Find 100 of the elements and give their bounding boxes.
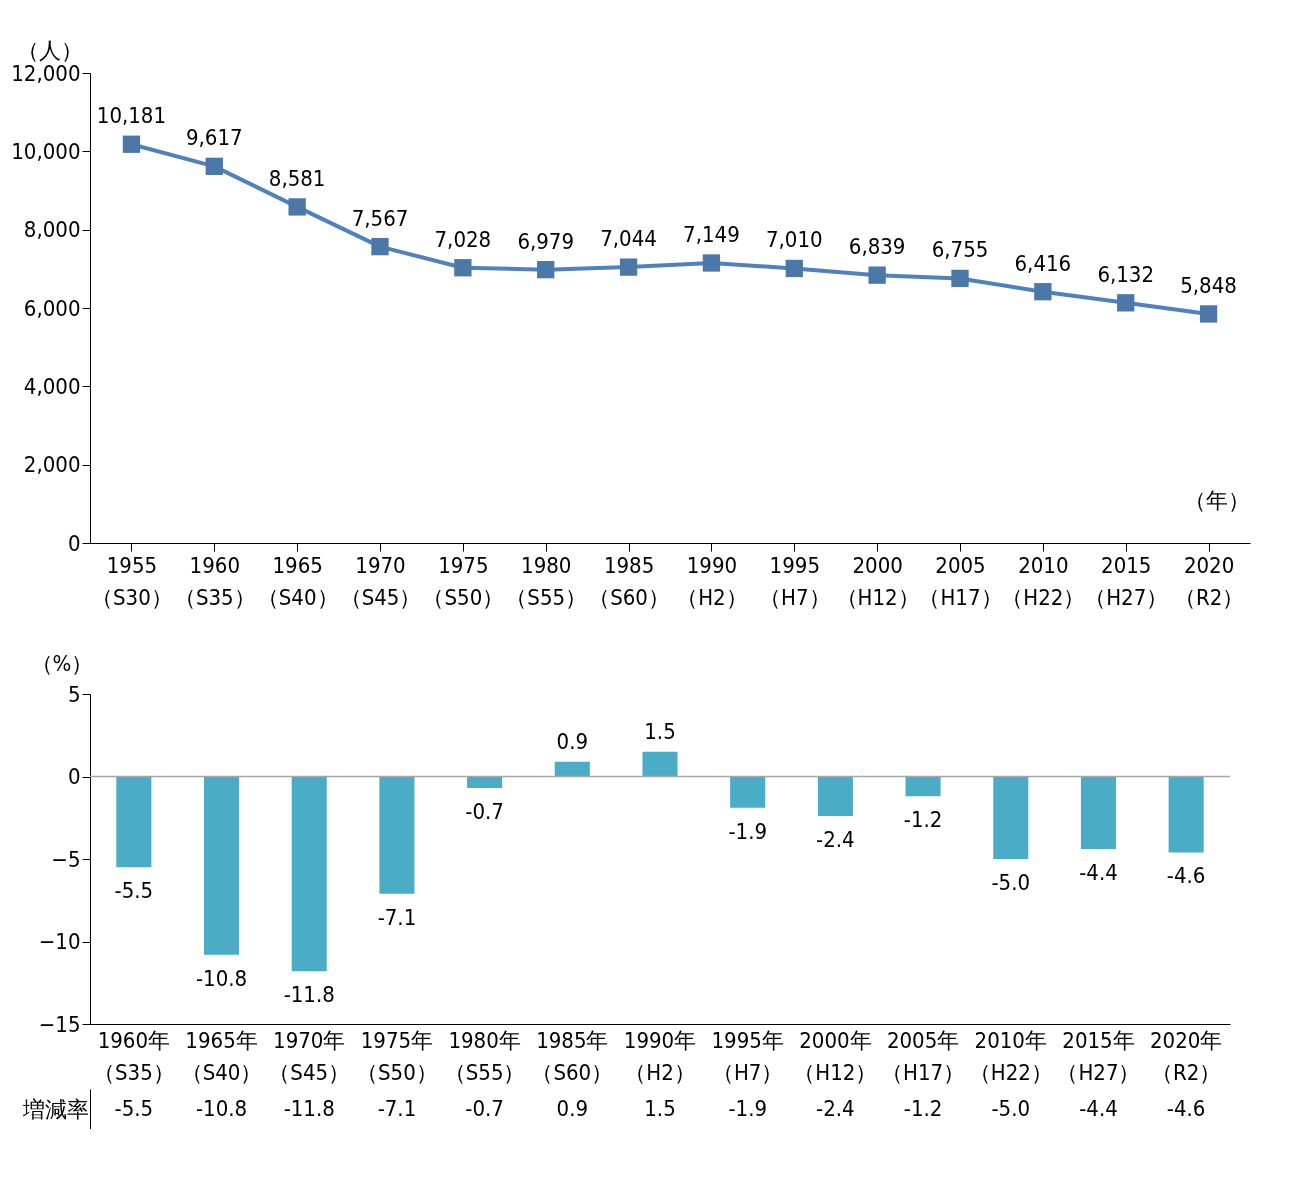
data-label: -1.9 [728, 1096, 767, 1121]
data-label: 1.5 [644, 1096, 676, 1121]
x-tick-label: 1990年（H2） [623, 1027, 697, 1085]
x-tick-label: 2000（H12） [835, 552, 920, 610]
bar [905, 776, 941, 797]
data-label: 8,581 [268, 165, 326, 191]
text: -7.1 [377, 904, 417, 930]
bar [1168, 776, 1204, 853]
y-tick-label: 0 [67, 764, 81, 789]
point [537, 261, 555, 279]
x-tick-label: 1960年（S35） [92, 1027, 175, 1085]
x-tick-label: 1995年（H7） [711, 1027, 784, 1085]
data-label: -4.4 [1079, 1096, 1118, 1121]
text: -0.7 [465, 799, 504, 825]
bar [291, 776, 327, 972]
data-label: -1.2 [903, 1096, 943, 1121]
text: -1.9 [728, 818, 767, 844]
y-axis-title: （人） [17, 38, 83, 63]
data-label: 6,755 [931, 237, 989, 263]
x-tick-label: 1970年（S45） [268, 1027, 351, 1085]
x-tick-label: 1975（S50） [422, 552, 505, 610]
text: 1.5 [644, 718, 676, 744]
bar [642, 751, 678, 777]
data-label: 6,839 [848, 234, 906, 260]
point [785, 259, 803, 278]
data-label: 7,567 [351, 205, 409, 231]
bar [116, 776, 152, 868]
text: -2.4 [816, 827, 855, 853]
text: -1.2 [903, 807, 943, 833]
x-tick-label: 1955（S30） [91, 552, 173, 610]
point [619, 258, 638, 276]
x-tick-label: 2020（R2） [1173, 552, 1245, 610]
y-tick-label: 6,000 [23, 295, 81, 321]
data-label: -5.5 [114, 1096, 154, 1121]
x-tick-label: 1985（S60） [588, 552, 670, 610]
point [1117, 294, 1135, 312]
text: -5.5 [114, 878, 154, 904]
text: -10.8 [195, 965, 248, 991]
x-axis-title: （年） [1184, 488, 1250, 513]
x-tick-label: 2020年（R2） [1149, 1027, 1223, 1085]
point [1199, 305, 1218, 323]
data-label: 7,044 [600, 226, 657, 252]
data-label: 6,979 [517, 228, 575, 254]
bar [554, 761, 590, 777]
x-tick-label: 2005年（H17） [881, 1027, 966, 1085]
x-tick-label: 1965（S40） [256, 552, 339, 610]
point [1034, 283, 1052, 301]
bar [817, 776, 853, 817]
data-label: 5,848 [1180, 272, 1237, 298]
bar [379, 776, 415, 894]
x-tick-label: 2005（H17） [918, 552, 1003, 610]
x-tick-label: 2010年（H22） [968, 1027, 1053, 1085]
data-label: -7.1 [377, 1096, 417, 1121]
point [205, 157, 223, 175]
data-label: 10,181 [96, 103, 167, 129]
point [288, 198, 306, 216]
bar [204, 776, 240, 955]
y-tick-label: −15 [38, 1011, 81, 1037]
x-tick-label: 1980年（S55） [443, 1027, 526, 1085]
y-tick-label: 8,000 [23, 217, 81, 243]
text: 増減率 [21, 1096, 89, 1122]
data-label: 7,010 [765, 227, 823, 253]
y-tick-label: 0 [67, 530, 81, 556]
point [868, 266, 886, 284]
x-tick-label: 1995（H7） [759, 552, 831, 610]
data-label: -4.6 [1166, 1096, 1206, 1121]
data-label: -10.8 [195, 1096, 248, 1121]
x-tick-label: 1970（S45） [339, 552, 422, 610]
data-label: -2.4 [816, 1096, 855, 1121]
bar [993, 776, 1029, 859]
text: 0.9 [556, 728, 589, 754]
y-tick-label: 5 [67, 681, 81, 707]
data-label: 6,416 [1014, 250, 1072, 276]
x-tick-label: 1985年（S60） [531, 1027, 614, 1085]
text: -4.6 [1166, 863, 1206, 889]
x-tick-label: 1975年（S50） [356, 1027, 438, 1085]
point [951, 269, 969, 288]
x-tick-label: 2000年（H12） [793, 1027, 878, 1085]
text: -5.0 [991, 870, 1031, 895]
x-tick-label: 1990（H2） [676, 552, 748, 610]
y-tick-label: −5 [51, 846, 81, 872]
data-label: 0.9 [556, 1096, 589, 1121]
data-label: -5.0 [991, 1096, 1031, 1121]
point [454, 259, 472, 277]
x-tick-label: 2010（H22） [1001, 552, 1086, 610]
point [702, 254, 721, 272]
x-tick-label: 2015（H27） [1084, 552, 1169, 610]
data-label: 9,617 [185, 125, 243, 151]
y-tick-label: 2,000 [23, 452, 81, 478]
data-label: -0.7 [465, 1096, 504, 1121]
x-tick-label: 2015年（H27） [1056, 1027, 1141, 1085]
bar [730, 776, 766, 808]
data-label: 6,132 [1097, 261, 1155, 287]
y-tick-label: 4,000 [23, 373, 81, 399]
x-tick-label: 1960（S35） [173, 552, 256, 610]
x-tick-label: 1965年（S40） [180, 1027, 263, 1085]
text: -11.8 [283, 982, 335, 1008]
y-axis-title: （%） [30, 651, 94, 676]
data-label: -11.8 [283, 1096, 335, 1121]
text: -4.4 [1079, 860, 1118, 886]
